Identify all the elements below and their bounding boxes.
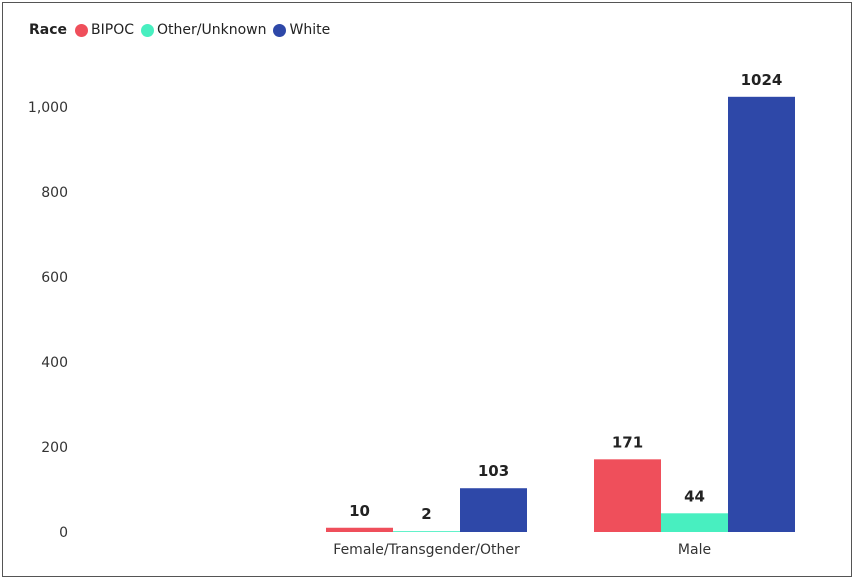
y-tick-label: 800 xyxy=(41,185,68,201)
legend-marker-white xyxy=(273,23,287,37)
y-tick-label: 200 xyxy=(41,440,68,456)
y-tick-label: 1,000 xyxy=(28,100,68,116)
legend-title: Race xyxy=(29,22,68,38)
legend: Race BIPOC Other/Unknown White xyxy=(29,22,337,38)
x-category-label: Female/Transgender/Other xyxy=(333,542,520,558)
legend-label-bipoc: BIPOC xyxy=(91,22,135,38)
data-label: 10 xyxy=(349,502,370,520)
y-tick-label: 0 xyxy=(59,525,68,541)
bar-other-unknown xyxy=(661,513,728,532)
x-category-label: Male xyxy=(678,542,711,558)
legend-marker-bipoc xyxy=(75,23,89,37)
data-label: 171 xyxy=(612,433,643,451)
data-label: 1024 xyxy=(741,71,783,89)
bar-bipoc xyxy=(594,459,661,532)
legend-item-white[interactable]: White xyxy=(273,22,330,38)
bar-bipoc xyxy=(326,527,393,532)
data-label: 44 xyxy=(684,487,705,505)
bar-white xyxy=(728,96,795,533)
legend-label-white: White xyxy=(289,22,331,38)
data-label: 103 xyxy=(478,462,509,480)
data-label: 2 xyxy=(421,505,431,523)
bar-other-unknown xyxy=(393,531,460,532)
legend-label-other-unknown: Other/Unknown xyxy=(157,22,267,38)
y-tick-label: 400 xyxy=(41,355,68,371)
legend-marker-other-unknown xyxy=(141,23,155,37)
y-tick-label: 600 xyxy=(41,270,68,286)
bar-white xyxy=(460,488,527,532)
legend-item-other-unknown[interactable]: Other/Unknown xyxy=(141,22,266,38)
legend-item-bipoc[interactable]: BIPOC xyxy=(75,22,134,38)
